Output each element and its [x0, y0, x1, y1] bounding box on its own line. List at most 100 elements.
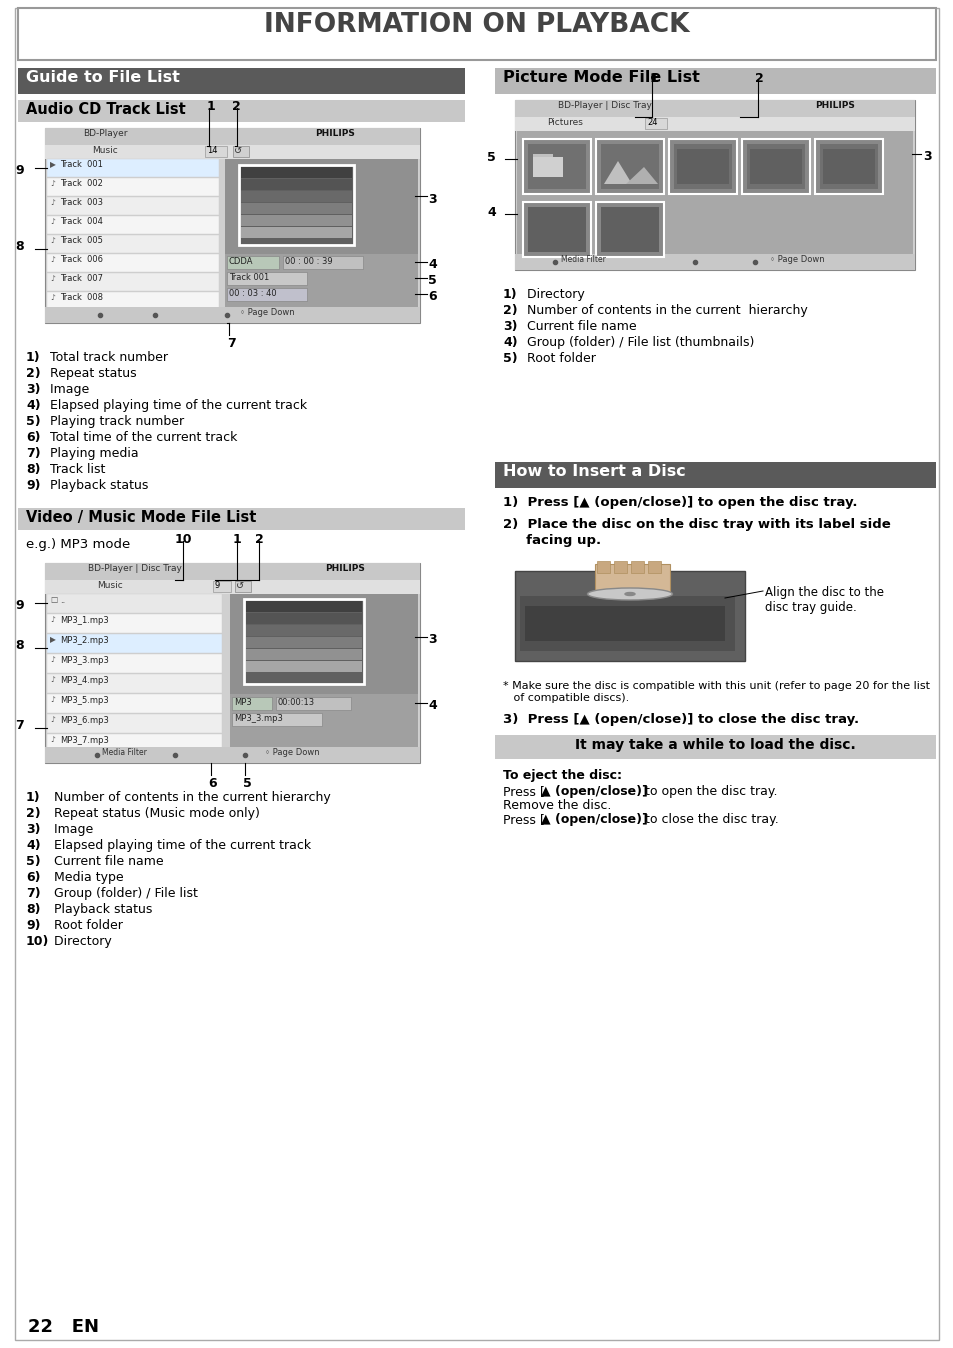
Text: 7): 7)	[26, 448, 41, 460]
Text: 1: 1	[233, 532, 241, 546]
Bar	[233, 146, 249, 156]
Text: Track  004: Track 004	[60, 217, 103, 226]
Bar	[673, 144, 731, 189]
Text: to open the disc tray.: to open the disc tray.	[640, 785, 777, 798]
Text: Elapsed playing time of the current track: Elapsed playing time of the current trac…	[50, 838, 311, 852]
Bar	[18, 508, 464, 530]
Text: 9: 9	[214, 581, 220, 590]
Bar	[47, 274, 219, 291]
Text: Media Filter: Media Filter	[560, 255, 605, 264]
Text: Number of contents in the current hierarchy: Number of contents in the current hierar…	[50, 791, 331, 803]
Bar	[519, 596, 734, 651]
Text: ↺: ↺	[233, 146, 242, 156]
Text: Track  003: Track 003	[60, 198, 103, 208]
Bar	[47, 594, 222, 613]
Text: Repeat status (Music mode only): Repeat status (Music mode only)	[50, 807, 259, 820]
Text: 14: 14	[207, 146, 217, 155]
Text: MP3_3.mp3: MP3_3.mp3	[233, 714, 283, 723]
Text: 2: 2	[232, 100, 240, 113]
Text: MP3_7.mp3: MP3_7.mp3	[60, 736, 109, 745]
Text: 6: 6	[208, 776, 216, 790]
Text: Repeat status: Repeat status	[46, 367, 136, 380]
Text: BD-Player | Disc Tray: BD-Player | Disc Tray	[88, 563, 182, 573]
Text: Press [: Press [	[502, 785, 544, 798]
Text: 3): 3)	[26, 383, 40, 396]
Text: ▶: ▶	[50, 160, 56, 168]
Ellipse shape	[587, 588, 672, 600]
Bar	[232, 697, 272, 710]
Bar	[227, 272, 307, 284]
Text: 2): 2)	[26, 807, 41, 820]
Text: CDDA: CDDA	[229, 257, 253, 266]
Bar	[227, 288, 307, 301]
Bar	[524, 607, 724, 642]
Text: 8: 8	[15, 240, 24, 253]
Text: ..: ..	[60, 596, 65, 605]
Bar	[495, 67, 935, 94]
Bar	[47, 216, 219, 235]
Text: 4): 4)	[26, 399, 41, 412]
Text: Total track number: Total track number	[46, 350, 168, 364]
Text: 1): 1)	[26, 791, 41, 803]
Text: Align the disc to the
disc tray guide.: Align the disc to the disc tray guide.	[764, 586, 883, 613]
Text: ▲ (open/close)]: ▲ (open/close)]	[540, 785, 647, 798]
Text: ♪: ♪	[50, 714, 55, 724]
Bar	[644, 119, 666, 129]
Text: Media Filter: Media Filter	[102, 748, 147, 758]
Text: 4): 4)	[26, 838, 41, 852]
Text: Image: Image	[50, 824, 93, 836]
Bar	[246, 638, 361, 648]
Text: 4): 4)	[502, 336, 517, 349]
Text: Track 001: Track 001	[229, 274, 269, 282]
Text: 22   EN: 22 EN	[28, 1318, 99, 1336]
Text: 3)  Press [▲ (open/close)] to close the disc tray.: 3) Press [▲ (open/close)] to close the d…	[502, 713, 859, 727]
Bar	[597, 561, 609, 573]
Text: 8): 8)	[26, 903, 40, 917]
Bar	[517, 131, 912, 253]
Text: 1: 1	[207, 100, 215, 113]
Bar	[47, 674, 222, 693]
Bar	[47, 253, 219, 272]
Text: Group (folder) / File list (thumbnails): Group (folder) / File list (thumbnails)	[522, 336, 754, 349]
Text: 1): 1)	[26, 350, 41, 364]
Text: ♪: ♪	[50, 655, 55, 665]
Text: 5: 5	[486, 151, 496, 164]
Bar	[47, 235, 219, 253]
Bar	[533, 154, 553, 168]
Bar	[18, 100, 464, 123]
Bar	[18, 67, 464, 94]
Text: MP3: MP3	[233, 698, 252, 706]
Bar	[246, 601, 361, 612]
Text: Track  005: Track 005	[60, 236, 103, 245]
Text: Track  008: Track 008	[60, 293, 103, 302]
Text: Group (folder) / File list: Group (folder) / File list	[50, 887, 197, 900]
Text: It may take a while to load the disc.: It may take a while to load the disc.	[574, 737, 855, 752]
Bar	[241, 226, 352, 239]
Bar	[515, 117, 914, 131]
Text: 10): 10)	[26, 936, 50, 948]
Bar	[241, 167, 352, 178]
Bar	[45, 747, 419, 763]
Bar	[45, 563, 419, 580]
Text: 9): 9)	[26, 479, 40, 492]
Text: Current file name: Current file name	[50, 855, 164, 868]
Text: Image: Image	[46, 383, 90, 396]
Bar	[677, 150, 728, 183]
Text: PHILIPS: PHILIPS	[814, 101, 854, 111]
Text: Music: Music	[92, 146, 118, 155]
Bar	[495, 462, 935, 488]
Text: 1)  Press [▲ (open/close)] to open the disc tray.: 1) Press [▲ (open/close)] to open the di…	[502, 496, 857, 510]
Text: 5): 5)	[26, 855, 41, 868]
Bar	[45, 146, 419, 159]
Bar	[647, 561, 660, 573]
Bar	[230, 594, 417, 694]
Text: 24: 24	[646, 119, 657, 127]
Text: How to Insert a Disc: How to Insert a Disc	[502, 464, 685, 479]
Text: Press [: Press [	[502, 813, 544, 826]
Text: Playback status: Playback status	[46, 479, 149, 492]
Bar	[630, 561, 643, 573]
Text: 8: 8	[15, 639, 24, 652]
Text: Root folder: Root folder	[522, 352, 596, 365]
Text: MP3_2.mp3: MP3_2.mp3	[60, 636, 109, 644]
Text: INFORMATION ON PLAYBACK: INFORMATION ON PLAYBACK	[264, 12, 689, 38]
